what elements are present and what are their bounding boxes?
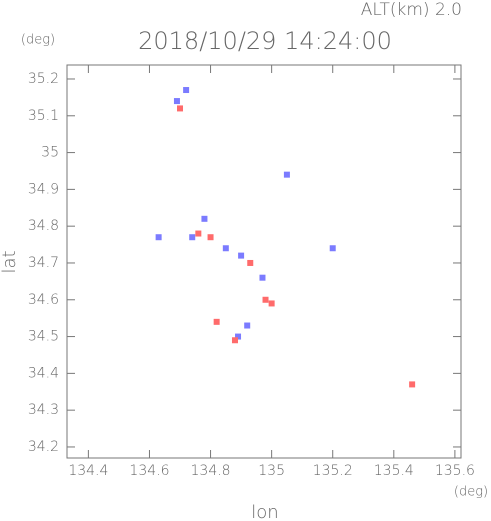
echo-point bbox=[244, 322, 251, 329]
echo-point bbox=[259, 274, 266, 281]
y-tick-label: 35.1 bbox=[28, 108, 59, 124]
x-tick-label: 135 bbox=[258, 463, 285, 479]
echo-point bbox=[173, 98, 180, 105]
echo-point bbox=[189, 234, 196, 241]
echo-point bbox=[329, 245, 336, 252]
echo-point bbox=[222, 245, 229, 252]
x-tick-label: 134.6 bbox=[129, 463, 169, 479]
echo-point bbox=[268, 300, 275, 307]
plot-frame bbox=[66, 64, 462, 459]
echo-point bbox=[262, 296, 269, 303]
echo-point bbox=[183, 87, 190, 94]
y-tick-label: 34.8 bbox=[28, 218, 59, 234]
y-tick-label: 34.5 bbox=[28, 329, 59, 345]
echo-point bbox=[247, 259, 254, 266]
echo-point bbox=[409, 381, 416, 388]
x-tick-label: 135.6 bbox=[435, 463, 475, 479]
y-tick-label: 34.2 bbox=[28, 439, 59, 455]
y-tick-label: 35.2 bbox=[28, 71, 59, 87]
y-axis-label: lat bbox=[0, 250, 20, 273]
echo-point bbox=[195, 230, 202, 237]
y-unit: (deg) bbox=[21, 33, 55, 48]
x-tick-label: 134.4 bbox=[68, 463, 108, 479]
echo-point bbox=[231, 337, 238, 344]
y-tick-label: 34.7 bbox=[28, 255, 59, 271]
y-tick-label: 34.3 bbox=[28, 402, 59, 418]
echo-point bbox=[201, 215, 208, 222]
x-tick-label: 135.4 bbox=[374, 463, 414, 479]
echo-point bbox=[207, 234, 214, 241]
y-tick-label: 34.4 bbox=[28, 365, 59, 381]
y-tick-label: 35 bbox=[41, 145, 59, 161]
y-tick-label: 34.9 bbox=[28, 181, 59, 197]
chart-title: 2018/10/29 14:24:00 bbox=[138, 27, 392, 55]
echo-point bbox=[177, 105, 184, 112]
x-unit: (deg) bbox=[454, 485, 488, 500]
x-tick-label: 134.8 bbox=[191, 463, 231, 479]
x-axis-label: lon bbox=[251, 502, 278, 521]
echo-point bbox=[213, 318, 220, 325]
x-tick-label: 135.2 bbox=[313, 463, 353, 479]
chart-subtitle: ALT(km) 2.0 bbox=[361, 0, 462, 20]
echo-point bbox=[238, 252, 245, 259]
echo-point bbox=[283, 171, 290, 178]
y-tick-label: 34.6 bbox=[28, 292, 59, 308]
echo-point bbox=[235, 333, 242, 340]
echo-point bbox=[155, 234, 162, 241]
